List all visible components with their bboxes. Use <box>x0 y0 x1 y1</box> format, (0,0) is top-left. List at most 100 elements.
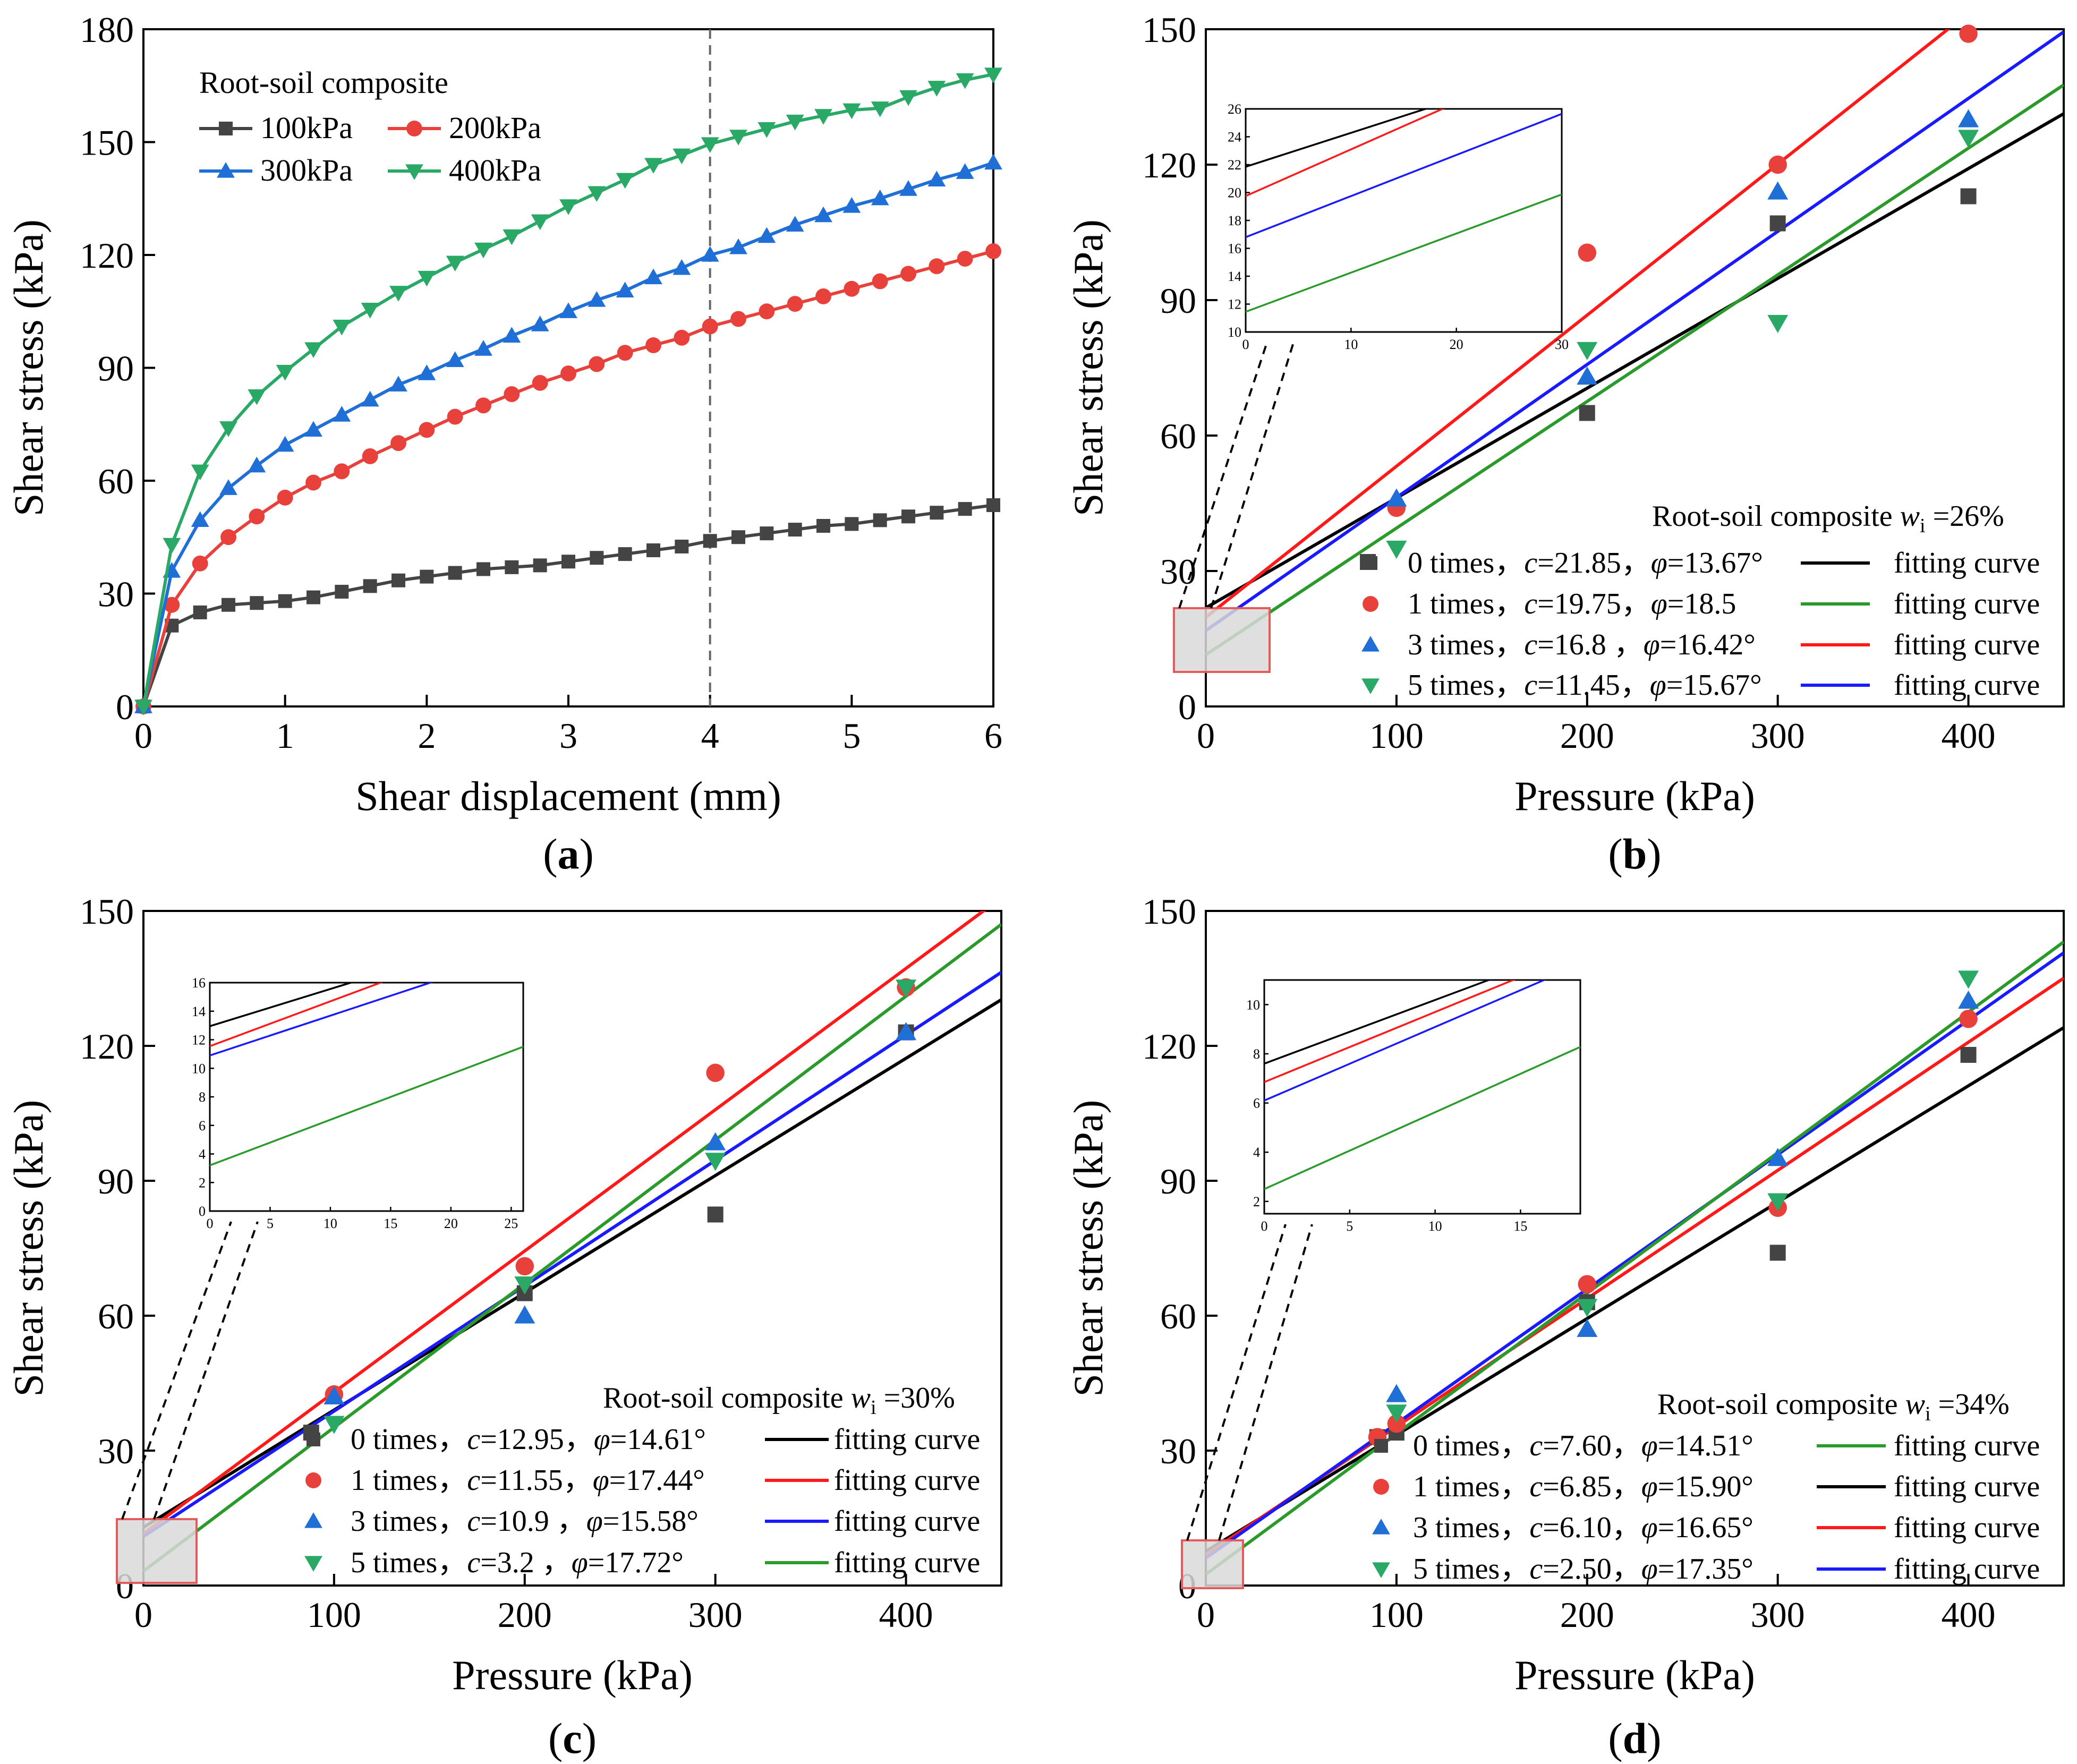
x-tick-label: 400 <box>1942 1595 1996 1635</box>
data-point <box>842 103 861 120</box>
data-point <box>644 158 662 174</box>
legend-entry: 3 times，c=6.10，φ=16.65° <box>1413 1511 1753 1544</box>
legend-marker <box>1373 1479 1389 1495</box>
y-tick-label: 150 <box>1142 891 1196 932</box>
legend-title: Root-soil composite wi =34% <box>1657 1388 2010 1425</box>
fitting-curve-line <box>1206 112 2064 609</box>
data-point <box>1958 970 1979 989</box>
data-point <box>390 435 406 451</box>
data-point <box>757 227 776 243</box>
legend-fit-label: fitting curve <box>834 1423 980 1456</box>
inset-x-tick-label: 10 <box>1344 337 1358 352</box>
x-tick-label: 400 <box>1942 715 1996 756</box>
data-point <box>474 340 492 356</box>
legend-fit-label: fitting curve <box>1894 587 2040 620</box>
zoom-connector <box>1186 1224 1287 1541</box>
legend-label: 200kPa <box>449 110 541 145</box>
inset-y-tick-label: 12 <box>1228 297 1241 312</box>
inset-y-tick-label: 4 <box>1253 1145 1260 1160</box>
data-point <box>705 1153 726 1171</box>
data-point <box>1387 1414 1406 1433</box>
fitting-curve-line <box>143 970 1001 1538</box>
data-point <box>707 1206 723 1223</box>
legend-marker <box>405 164 423 180</box>
inset-fitting-line <box>1264 980 1492 1065</box>
data-point <box>1959 24 1978 43</box>
data-point <box>588 186 606 202</box>
y-tick-label: 90 <box>1160 280 1196 321</box>
data-point <box>901 509 915 524</box>
data-point <box>956 163 974 179</box>
legend-fit-label: fitting curve <box>834 1464 980 1497</box>
data-point <box>706 1063 725 1083</box>
data-point <box>191 511 209 527</box>
y-tick-label: 120 <box>80 1026 134 1067</box>
y-tick-label: 60 <box>98 461 134 501</box>
data-point <box>927 171 946 187</box>
data-point <box>703 534 717 548</box>
data-point <box>646 543 660 558</box>
data-point <box>219 421 237 437</box>
legend-label: 100kPa <box>260 110 353 145</box>
series-400kPa <box>134 67 1002 715</box>
y-tick-label: 120 <box>80 235 134 276</box>
inset-frame <box>209 982 524 1212</box>
inset-x-tick-label: 0 <box>1261 1218 1268 1234</box>
series-3-times <box>1386 109 1979 507</box>
data-point <box>333 406 351 422</box>
fitting-curve-line <box>1206 83 2064 657</box>
x-tick-label: 5 <box>842 715 861 756</box>
data-point <box>163 538 181 554</box>
legend-fit-label: fitting curve <box>1894 1429 2040 1462</box>
inset-fitting-line <box>1264 1046 1580 1190</box>
data-point <box>786 114 804 131</box>
data-point <box>134 700 152 715</box>
inset-x-tick-label: 20 <box>444 1216 458 1231</box>
data-point <box>730 311 746 327</box>
legend-fit-label: fitting curve <box>834 1505 980 1538</box>
data-point <box>729 130 747 146</box>
plot-frame <box>1205 910 2065 1587</box>
data-point <box>896 979 917 998</box>
data-point <box>448 566 462 580</box>
zoom-region <box>1181 1539 1244 1589</box>
inset-y-tick-label: 8 <box>1253 1046 1260 1062</box>
y-tick-label: 180 <box>80 10 134 50</box>
data-point <box>324 1386 345 1405</box>
panel-label: (d) <box>1608 1714 1661 1762</box>
x-tick-label: 200 <box>1560 715 1614 756</box>
data-point <box>304 421 322 437</box>
data-point <box>361 303 379 319</box>
data-point <box>1577 1299 1598 1317</box>
x-tick-label: 100 <box>1369 715 1424 756</box>
inset-fitting-line <box>210 983 354 1027</box>
y-tick-label: 90 <box>98 1161 134 1201</box>
y-tick-label: 150 <box>80 891 134 932</box>
inset-fitting-line <box>1246 193 1562 313</box>
inset-x-tick-label: 15 <box>1513 1218 1527 1234</box>
data-point <box>675 539 689 553</box>
inset-y-tick-label: 6 <box>1253 1096 1260 1111</box>
data-point <box>842 197 861 213</box>
data-point <box>814 206 832 223</box>
inset-y-tick-label: 10 <box>1228 325 1241 340</box>
data-point <box>984 154 1002 170</box>
inset-y-tick-label: 22 <box>1228 157 1241 173</box>
y-tick-label: 60 <box>98 1296 134 1336</box>
data-point <box>985 243 1001 259</box>
panel-label: (a) <box>543 830 594 878</box>
inset-y-tick-label: 14 <box>1228 269 1241 284</box>
y-tick-label: 30 <box>98 574 134 615</box>
x-tick-label: 0 <box>1197 715 1215 756</box>
data-point <box>729 238 747 254</box>
data-point <box>1960 188 1977 204</box>
data-point <box>1386 1384 1407 1402</box>
legend-entry: 0 times，c=21.85，φ=13.67° <box>1408 547 1763 580</box>
data-point <box>788 523 802 537</box>
data-point <box>872 273 888 289</box>
inset-y-tick-label: 26 <box>1228 101 1241 117</box>
data-point <box>588 291 606 307</box>
series-3-times <box>1386 990 1979 1402</box>
y-tick-label: 30 <box>1160 1431 1196 1471</box>
